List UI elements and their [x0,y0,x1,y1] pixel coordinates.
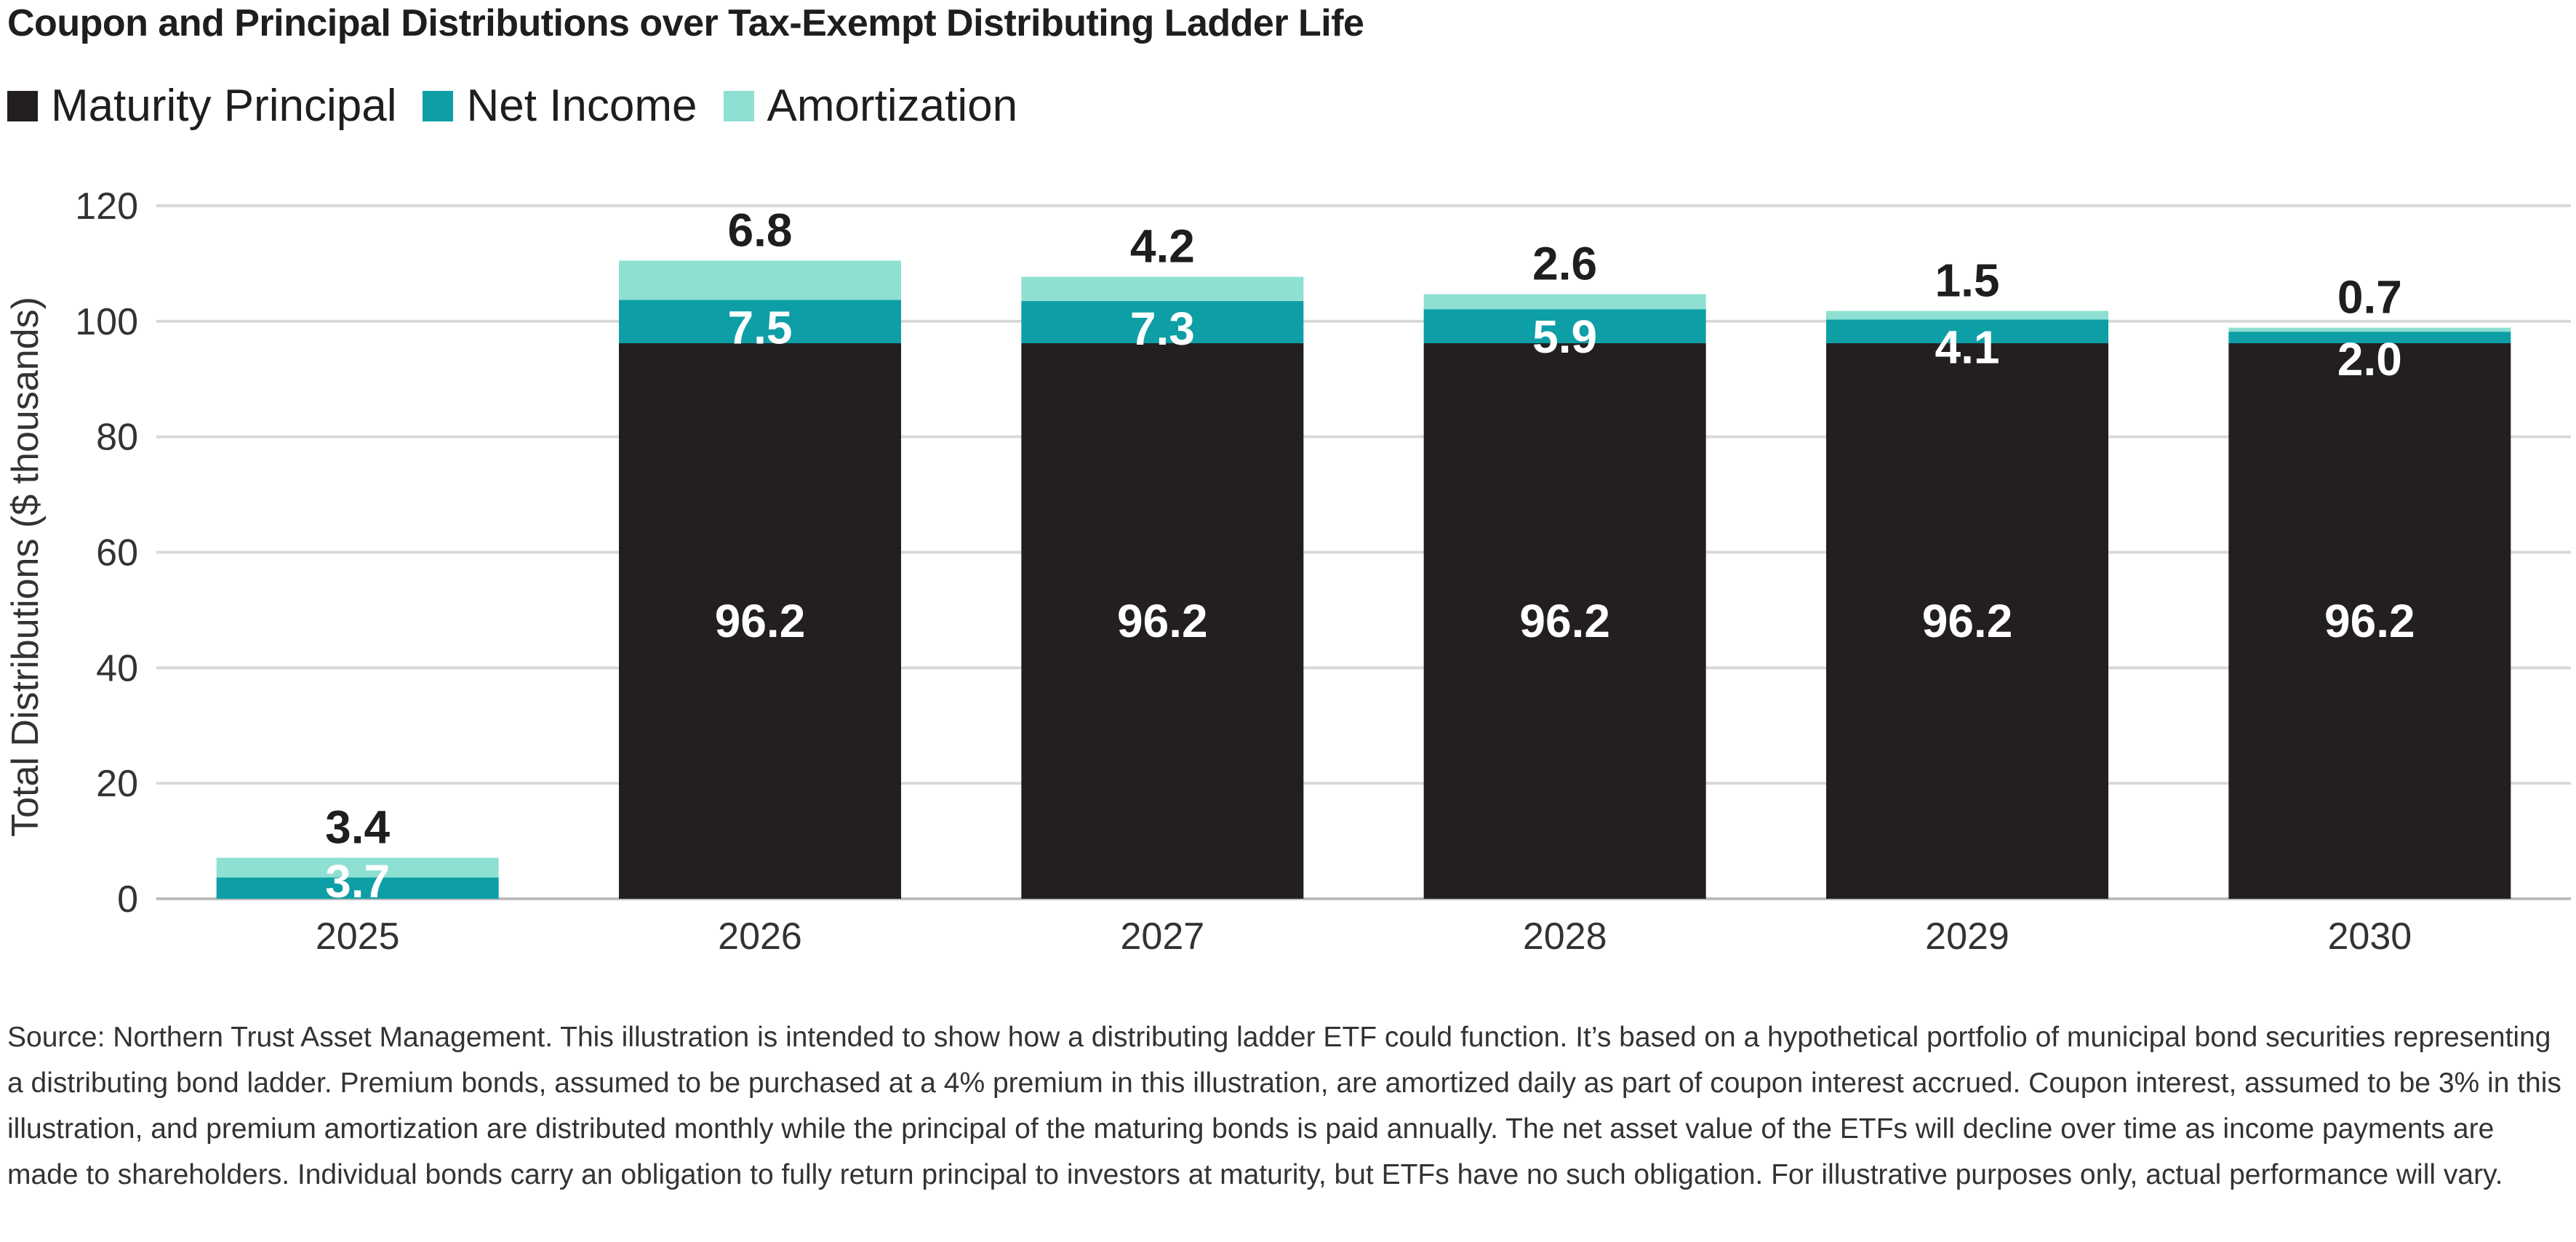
data-label-amortization-2029: 1.5 [1935,255,2000,307]
gridlines [156,204,2571,900]
legend-label-amortization: Amortization [767,81,1018,131]
bar-net-income-2027 [1021,301,1304,344]
y-tick-label: 0 [117,878,138,921]
bar-net-income-2029 [1826,319,2108,344]
data-label-maturity-principal-2027: 96.2 [1117,595,1208,647]
x-tick-label: 2030 [2327,916,2412,958]
bar-amortization-2025 [216,857,499,878]
bar-maturity-principal-2026 [619,343,901,899]
bar-maturity-principal-2028 [1423,343,1706,899]
legend-label-net-income: Net Income [466,81,697,131]
data-label-amortization-2027: 4.2 [1130,220,1195,273]
bar-maturity-principal-2027 [1021,343,1304,899]
data-label-maturity-principal-2026: 96.2 [715,595,806,647]
legend-item-net-income: Net Income [423,80,697,132]
legend-label-maturity-principal: Maturity Principal [51,81,397,131]
legend-swatch-net-income [423,90,454,121]
data-label-net-income-2027: 7.3 [1130,303,1195,355]
y-tick-label: 20 [96,763,138,805]
x-tick-label: 2025 [316,916,400,958]
data-label-net-income-2030: 2.0 [2337,333,2402,385]
bar-amortization-2028 [1423,294,1706,310]
legend-item-amortization: Amortization [723,80,1018,132]
data-label-maturity-principal-2028: 96.2 [1519,595,1610,647]
data-label-amortization-2030: 0.7 [2337,271,2402,324]
bar-amortization-2029 [1826,310,2108,320]
y-tick-label: 40 [96,647,138,689]
bars [216,260,2511,899]
bar-net-income-2030 [2228,332,2511,344]
bar-net-income-2025 [216,877,499,899]
x-tick-label: 2028 [1523,916,1607,958]
bar-amortization-2027 [1021,276,1304,302]
y-axis-label: Total Distributions ($ thousands) [4,297,47,837]
bar-net-income-2028 [1423,309,1706,344]
data-label-net-income-2025: 3.7 [325,855,390,908]
x-tick-label: 2029 [1925,916,2009,958]
data-label-amortization-2025: 3.4 [325,801,390,854]
legend-swatch-amortization [723,90,754,121]
footnote: Source: Northern Trust Asset Management.… [7,1022,2561,1190]
data-label-net-income-2026: 7.5 [728,301,793,353]
chart-title: Coupon and Principal Distributions over … [7,2,1364,44]
data-label-amortization-2028: 2.6 [1532,238,1597,290]
x-tick-label: 2027 [1120,916,1204,958]
y-tick-label: 60 [96,532,138,574]
data-label-net-income-2028: 5.9 [1532,310,1597,363]
legend-swatch-maturity-principal [7,90,38,121]
data-label-maturity-principal-2029: 96.2 [1922,595,2013,647]
legend: Maturity Principal Net Income Amortizati… [7,80,1044,132]
y-tick-label: 80 [96,417,138,459]
data-labels: 3.73.4 96.2 7.5 6.8 96.2 7.3 4.2 96.2 5.9 2.6 96.2… [325,204,2415,908]
y-tick-label: 100 [75,301,138,343]
bar-maturity-principal-2030 [2228,343,2511,899]
legend-item-maturity-principal: Maturity Principal [7,80,396,132]
data-label-maturity-principal-2030: 96.2 [2324,595,2415,647]
bar-amortization-2026 [619,260,901,300]
bar-amortization-2030 [2228,327,2511,332]
axes: 0 20 40 60 80 100 120 Total Distributions ($ th… [4,185,2412,958]
bar-net-income-2026 [619,300,901,344]
data-label-net-income-2029: 4.1 [1935,321,2000,373]
bar-maturity-principal-2029 [1826,343,2108,899]
chart-plot: 3.73.4 96.2 7.5 6.8 96.2 7.3 4.2 96.2 5.9 2.6 96.2… [4,185,2571,958]
y-tick-label: 120 [75,185,138,228]
data-label-amortization-2026: 6.8 [728,204,793,256]
x-tick-label: 2026 [718,916,802,958]
